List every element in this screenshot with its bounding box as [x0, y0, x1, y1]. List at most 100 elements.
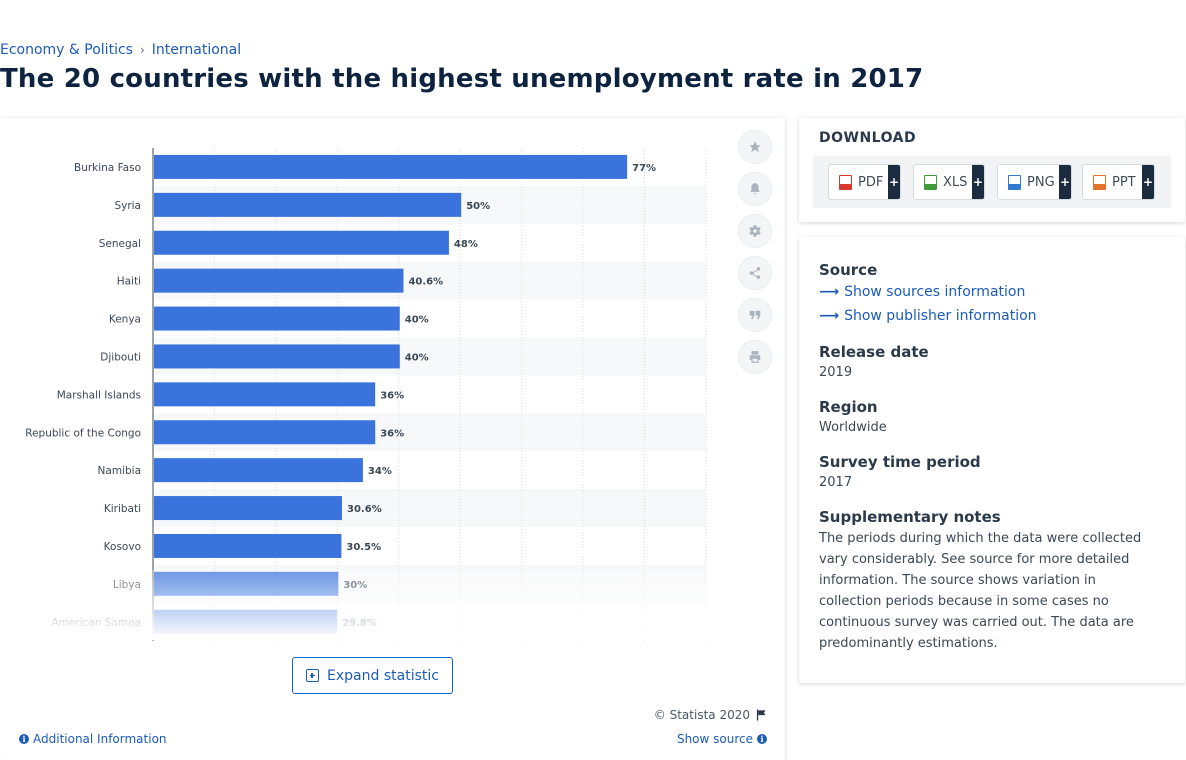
survey-time-period-heading: Survey time period: [819, 453, 981, 471]
value-label: 40.6%: [408, 277, 443, 288]
value-label: 50%: [466, 201, 490, 212]
value-label: 36%: [380, 428, 404, 439]
download-buttons-row: PDF + XLS + PNG + PPT +: [813, 156, 1171, 208]
download-panel: DOWNLOAD PDF + XLS + PNG + PPT +: [799, 118, 1185, 222]
value-label: 30.6%: [347, 504, 382, 515]
download-pdf-plus[interactable]: +: [888, 165, 900, 199]
value-label: 30.5%: [346, 542, 381, 553]
copyright-text: © Statista 2020: [653, 708, 750, 722]
download-pdf-button[interactable]: PDF +: [828, 164, 901, 200]
show-publisher-information-label: Show publisher information: [844, 308, 1037, 324]
download-title: DOWNLOAD: [819, 130, 917, 146]
page-title: The 20 countries with the highest unempl…: [0, 64, 924, 94]
bar: [154, 496, 343, 521]
bar: [154, 268, 404, 293]
show-source-link[interactable]: Show source i: [677, 732, 767, 746]
value-label: 40%: [405, 352, 429, 363]
flag-icon[interactable]: [756, 709, 767, 721]
region-heading: Region: [819, 398, 878, 416]
breadcrumb-economy-politics[interactable]: Economy & Politics: [0, 42, 133, 58]
category-label: Haiti: [117, 276, 141, 288]
arrow-right-icon: ⟶: [819, 284, 840, 300]
ppt-file-icon: [1093, 174, 1106, 190]
bar: [154, 420, 376, 445]
download-ppt-button[interactable]: PPT +: [1082, 164, 1155, 200]
show-publisher-information-link[interactable]: ⟶ Show publisher information: [819, 308, 1037, 324]
category-label: Djibouti: [100, 351, 141, 363]
show-source-label: Show source: [676, 732, 753, 746]
bar: [154, 230, 449, 255]
bar: [154, 382, 376, 407]
value-label: 29.8%: [342, 618, 377, 629]
supplementary-notes-text: The periods during which the data were c…: [819, 531, 1142, 651]
value-label: 30%: [343, 580, 367, 591]
value-label: 77%: [632, 163, 656, 174]
download-pdf-label: PDF: [858, 174, 884, 190]
gear-icon[interactable]: [738, 214, 772, 248]
value-label: 48%: [454, 239, 478, 250]
category-label: Namibia: [98, 465, 141, 477]
category-label: Burkina Faso: [74, 162, 141, 174]
download-xls-label: XLS: [943, 174, 968, 190]
info-icon: i: [19, 734, 29, 744]
chart-panel: Burkina Faso 77% Syria 50% Senegal 48% Haiti 40…: [0, 118, 785, 760]
chart-toolbar: [738, 130, 772, 382]
category-label: Syria: [114, 200, 141, 212]
bar: [154, 571, 339, 596]
bar: [154, 154, 628, 179]
value-label: 40%: [405, 315, 429, 326]
additional-information-link[interactable]: i Additional Information: [19, 732, 167, 746]
expand-plus-icon: [306, 669, 320, 682]
download-ppt-plus[interactable]: +: [1142, 165, 1154, 199]
statistic-details-panel: Source ⟶ Show sources information ⟶ Show…: [799, 237, 1185, 683]
value-label: 36%: [380, 390, 404, 401]
download-xls-plus[interactable]: +: [972, 165, 984, 199]
release-date-value: 2019: [819, 365, 853, 380]
survey-time-period-value: 2017: [819, 475, 853, 490]
bar: [154, 458, 363, 483]
category-label: Kiribati: [104, 503, 141, 515]
xls-file-icon: [924, 174, 937, 190]
expand-statistic-button[interactable]: Expand statistic: [292, 657, 453, 694]
category-label: Senegal: [99, 238, 141, 250]
value-label: 34%: [368, 466, 392, 477]
source-heading: Source: [819, 261, 878, 279]
expand-statistic-label: Expand statistic: [327, 667, 439, 684]
show-sources-information-link[interactable]: ⟶ Show sources information: [819, 284, 1025, 300]
category-label: Marshall Islands: [57, 389, 141, 401]
bell-icon[interactable]: [738, 172, 772, 206]
category-label: Libya: [113, 579, 141, 591]
supplementary-notes-heading: Supplementary notes: [819, 508, 1001, 526]
category-label: Kosovo: [104, 541, 141, 553]
category-label: American Samoa: [52, 617, 142, 629]
copyright-notice: © Statista 2020: [654, 708, 767, 722]
bar: [154, 533, 342, 558]
png-file-icon: [1008, 174, 1021, 190]
quote-icon[interactable]: [738, 298, 772, 332]
star-icon[interactable]: [738, 130, 772, 164]
region-value: Worldwide: [819, 420, 887, 435]
release-date-heading: Release date: [819, 343, 929, 361]
print-icon[interactable]: [738, 340, 772, 374]
breadcrumb-separator-icon: ›: [139, 43, 145, 57]
pdf-file-icon: [839, 174, 852, 190]
share-icon[interactable]: [738, 256, 772, 290]
download-png-plus[interactable]: +: [1059, 165, 1071, 199]
breadcrumb: Economy & Politics › International: [0, 42, 241, 58]
download-png-button[interactable]: PNG +: [997, 164, 1072, 200]
category-label: Republic of the Congo: [25, 427, 141, 439]
bar: [154, 344, 400, 369]
bar: [154, 192, 462, 217]
additional-information-label: Additional Information: [33, 732, 167, 746]
info-icon: i: [757, 734, 767, 744]
category-label: Kenya: [109, 314, 141, 326]
bar: [154, 306, 400, 331]
download-xls-button[interactable]: XLS +: [913, 164, 985, 200]
breadcrumb-international[interactable]: International: [151, 42, 242, 58]
download-ppt-label: PPT: [1112, 174, 1136, 190]
download-png-label: PNG: [1027, 174, 1055, 190]
show-sources-information-label: Show sources information: [844, 284, 1026, 300]
bar: [154, 609, 338, 634]
bar-chart: Burkina Faso 77% Syria 50% Senegal 48% Haiti 40…: [25, 148, 707, 641]
